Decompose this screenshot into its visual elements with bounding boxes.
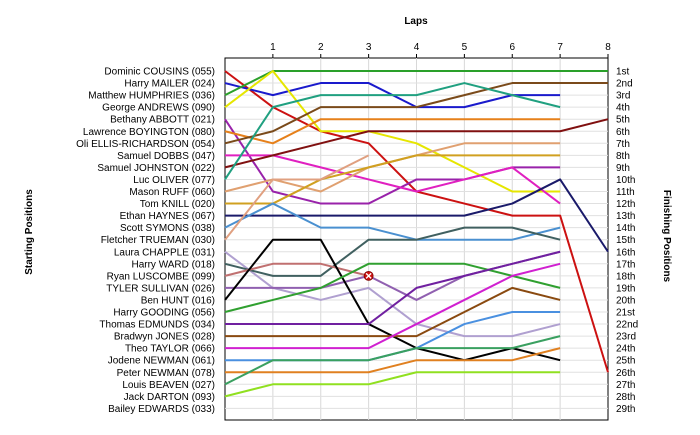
series-line [225, 347, 561, 374]
series-line [225, 154, 561, 205]
finishing-position-label: 24th [616, 344, 635, 355]
x-tick-label: 8 [605, 42, 611, 53]
starting-position-label: Louis BEAVEN (027) [122, 380, 215, 391]
starting-position-label: Matthew HUMPHRIES (036) [88, 91, 215, 102]
starting-position-label: TYLER SULLIVAN (026) [106, 283, 215, 294]
starting-position-label: Tom KNILL (020) [140, 199, 215, 210]
x-axis-ticks: 1 2 3 4 5 6 7 8 [270, 42, 611, 58]
series-line [224, 335, 561, 386]
finishing-position-label: 17th [616, 259, 635, 270]
series-line [224, 118, 561, 145]
finishing-position-labels: 1st2nd3rd4th5th6th7th8th9th10th11th12th1… [616, 67, 638, 415]
finishing-position-label: 5th [616, 115, 630, 126]
starting-position-label: Scott SYMONS (038) [120, 223, 215, 234]
finishing-position-label: 6th [616, 127, 630, 138]
series-line [224, 118, 609, 169]
series-line [224, 226, 561, 277]
finishing-position-label: 10th [616, 175, 635, 186]
starting-position-label: Samuel DOBBS (047) [117, 151, 215, 162]
series-line [225, 178, 609, 253]
series-line [224, 154, 370, 241]
starting-position-label: Mason RUFF (060) [129, 187, 215, 198]
series-line [224, 371, 561, 398]
finishing-position-label: 16th [616, 247, 635, 258]
starting-position-label: Jodene NEWMAN (061) [108, 356, 215, 367]
starting-position-label: Fletcher TRUEMAN (030) [101, 235, 215, 246]
starting-position-label: Theo TAYLOR (066) [125, 344, 215, 355]
finishing-position-label: 2nd [616, 79, 633, 90]
finishing-position-label: 3rd [616, 91, 630, 102]
series-line [224, 202, 561, 241]
starting-position-label: Luc OLIVER (077) [133, 175, 215, 186]
finishing-position-label: 28th [616, 392, 635, 403]
finishing-position-label: 1st [616, 67, 630, 78]
starting-position-label: Samuel JOHNSTON (022) [97, 163, 215, 174]
x-tick-label: 1 [270, 42, 276, 53]
starting-position-label: Peter NEWMAN (078) [117, 368, 215, 379]
starting-position-labels: Dominic COUSINS (055)Harry MAILER (024)M… [76, 67, 215, 415]
finishing-position-label: 29th [616, 404, 635, 415]
starting-position-label: Ethan HAYNES (067) [120, 211, 215, 222]
finishing-position-label: 18th [616, 271, 635, 282]
starting-position-label: Harry MAILER (024) [124, 79, 215, 90]
starting-position-label: Bethany ABBOTT (021) [110, 115, 215, 126]
starting-position-label: Jack DARTON (093) [124, 392, 215, 403]
series-line [224, 82, 561, 181]
series-lines [224, 70, 609, 398]
finishing-position-label: 14th [616, 223, 635, 234]
starting-position-label: Bradwyn JONES (028) [114, 332, 215, 343]
x-tick-label: 6 [509, 42, 515, 53]
finishing-position-label: 22nd [616, 320, 638, 331]
retired-marker-cross [365, 272, 372, 279]
x-tick-label: 3 [366, 42, 372, 53]
finishing-position-label: 15th [616, 235, 635, 246]
starting-position-label: Harry GOODING (056) [113, 308, 215, 319]
y-axis-label-left: Starting Positions [24, 189, 35, 275]
finishing-position-label: 7th [616, 139, 630, 150]
finishing-position-label: 4th [616, 103, 630, 114]
finishing-position-label: 9th [616, 163, 630, 174]
starting-position-label: Bailey EDWARDS (033) [108, 404, 215, 415]
x-tick-label: 7 [557, 42, 563, 53]
starting-position-label: Lawrence BOYINGTON (080) [83, 127, 215, 138]
finishing-position-label: 11th [616, 187, 635, 198]
series-line [224, 82, 608, 145]
series-line [224, 70, 608, 96]
finishing-position-label: 19th [616, 283, 635, 294]
starting-position-label: Dominic COUSINS (055) [104, 67, 215, 78]
finishing-position-label: 25th [616, 356, 635, 367]
finishing-position-label: 20th [616, 295, 635, 306]
x-tick-label: 5 [462, 42, 468, 53]
finishing-position-label: 23rd [616, 332, 636, 343]
x-tick-label: 2 [318, 42, 324, 53]
chart-title: Laps [404, 16, 428, 27]
series-line [225, 262, 561, 350]
starting-position-label: Harry WARD (018) [131, 259, 215, 270]
y-axis-label-right: Finishing Positions [661, 190, 672, 283]
series-line [224, 70, 561, 193]
starting-position-label: Ben HUNT (016) [141, 295, 215, 306]
starting-position-label: Thomas EDMUNDS (034) [99, 320, 215, 331]
finishing-position-label: 8th [616, 151, 630, 162]
starting-position-label: Oli ELLIS-RICHARDSON (054) [76, 139, 215, 150]
finishing-position-label: 12th [616, 199, 635, 210]
finishing-position-label: 21st [616, 308, 635, 319]
finishing-position-label: 27th [616, 380, 635, 391]
finishing-position-label: 26th [616, 368, 635, 379]
starting-position-label: George ANDREWS (090) [102, 103, 215, 114]
x-tick-label: 4 [414, 42, 420, 53]
series-line [225, 154, 561, 205]
series-line [225, 250, 561, 326]
starting-position-label: Laura CHAPPLE (031) [114, 247, 215, 258]
finishing-position-label: 13th [616, 211, 635, 222]
starting-position-label: Ryan LUSCOMBE (099) [107, 271, 215, 282]
retired-marker-group [363, 270, 374, 281]
series-line [224, 262, 561, 313]
